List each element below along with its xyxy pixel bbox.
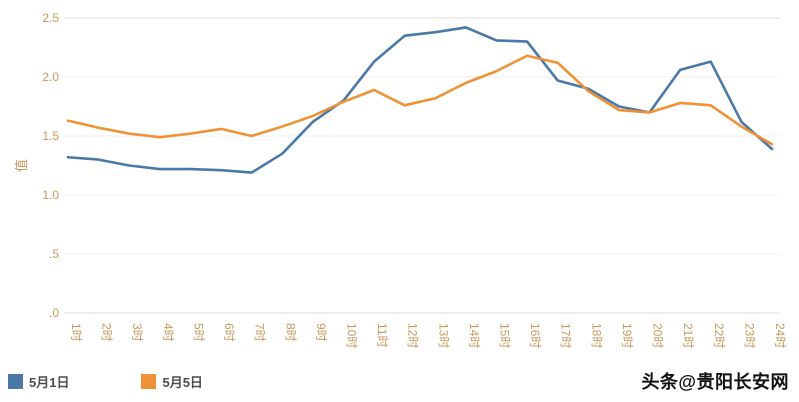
x-tick-label: 9时	[314, 323, 328, 342]
legend-item-may5[interactable]: 5月5日	[141, 372, 203, 391]
x-tick-label: 12时	[406, 323, 420, 348]
x-tick-label: 6时	[222, 323, 236, 342]
x-tick-label: 24时	[773, 323, 787, 348]
legend-swatch-may1	[8, 373, 23, 389]
x-tick-label: 21时	[681, 323, 695, 348]
legend-swatch-may5	[141, 373, 157, 389]
x-tick-label: 2时	[100, 323, 114, 342]
x-tick-label: 16时	[528, 323, 542, 348]
watermark: 头条@贵阳长安网	[641, 372, 789, 392]
x-tick-label: 7时	[253, 323, 267, 342]
x-tick-label: 4时	[161, 323, 175, 342]
x-tick-label: 5时	[191, 323, 205, 342]
chart-footer: 5月1日 5月5日 头条@贵阳长安网	[0, 368, 799, 394]
series-line-5月5日	[66, 54, 774, 146]
x-tick-label: 11时	[375, 323, 389, 347]
x-tick-label: 20时	[651, 323, 665, 348]
y-tick-label: 2.0	[42, 70, 59, 84]
legend: 5月1日 5月5日	[8, 372, 275, 391]
legend-label-may1: 5月1日	[29, 374, 70, 390]
y-tick-label: 1.0	[42, 188, 59, 202]
x-tick-label: 17时	[559, 323, 573, 348]
line-chart: .0 .5 1.0 1.5 2.0 2.5 1时 2时 3时 4时 5时 6时 7时 8时 9时 10时 11时…	[14, 11, 787, 348]
x-tick-label: 15时	[498, 323, 512, 348]
x-tick-label: 22时	[712, 323, 726, 348]
x-tick-label: 14时	[467, 323, 481, 348]
y-tick-label: .0	[49, 306, 59, 320]
x-tick-label: 23时	[742, 323, 756, 348]
y-axis-title: 值	[14, 159, 29, 172]
y-tick-label: 2.5	[42, 11, 59, 25]
x-tick-label: 3时	[130, 323, 144, 342]
y-tick-label: .5	[49, 247, 59, 261]
x-tick-label: 13时	[436, 323, 450, 348]
x-tick-label: 1时	[69, 323, 83, 342]
x-tick-label: 18时	[589, 323, 603, 348]
legend-item-may1[interactable]: 5月1日	[8, 372, 69, 391]
y-tick-label: 1.5	[42, 129, 59, 143]
x-tick-label: 10时	[344, 323, 358, 348]
x-tick-label: 19时	[620, 323, 634, 348]
x-tick-label: 8时	[283, 323, 297, 342]
series-line-5月1日	[66, 26, 774, 174]
legend-label-may5: 5月5日	[162, 374, 203, 390]
